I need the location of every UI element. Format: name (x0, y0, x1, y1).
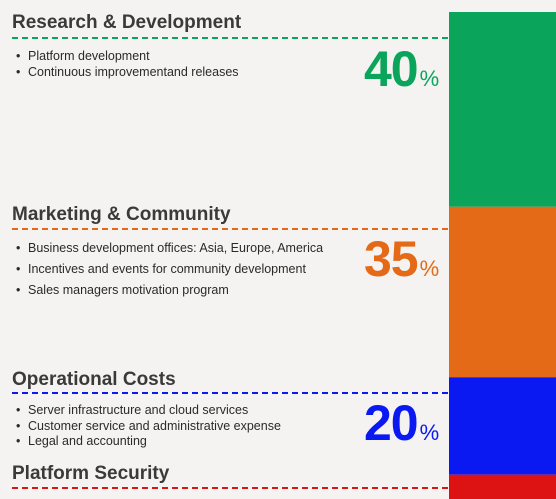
bullet-item: Platform development (14, 48, 239, 64)
bullet-list: Business development offices: Asia, Euro… (14, 238, 323, 301)
bullet-item: Server infrastructure and cloud services (14, 403, 281, 419)
section-platform-security: Platform Security (12, 463, 448, 489)
bullet-item: Customer service and administrative expe… (14, 419, 281, 435)
section-title: Platform Security (12, 463, 170, 484)
stacked-bar (449, 12, 556, 499)
bullet-item: Incentives and events for community deve… (14, 259, 323, 280)
bar-segment-marketing-community (449, 206, 556, 378)
percent-sign: % (419, 256, 440, 281)
section-divider (12, 37, 448, 39)
percent-value: 40 (364, 41, 419, 97)
section-title: Marketing & Community (12, 204, 231, 225)
section-marketing-community: Marketing & Community Business developme… (12, 204, 448, 301)
section-divider (12, 392, 448, 394)
bullet-item: Sales managers motivation program (14, 280, 323, 301)
bar-segment-platform-security (449, 474, 556, 499)
section-title: Operational Costs (12, 369, 176, 390)
bar-segment-research-development (449, 12, 556, 207)
section-divider (12, 487, 448, 489)
percent-value: 20 (364, 395, 419, 451)
percent-value: 35 (364, 231, 419, 287)
bullet-list: Server infrastructure and cloud services… (14, 403, 281, 450)
percent-label-operational-costs: 20% (364, 398, 439, 458)
percent-label-marketing-community: 35% (364, 234, 439, 294)
section-title: Research & Development (12, 12, 242, 33)
percent-sign: % (419, 420, 440, 445)
percent-sign: % (419, 66, 440, 91)
bullet-item: Legal and accounting (14, 434, 281, 450)
bar-segment-operational-costs (449, 377, 556, 475)
section-divider (12, 228, 448, 230)
percent-label-research-development: 40% (364, 44, 439, 104)
section-research-development: Research & Development Platform developm… (12, 12, 448, 80)
section-operational-costs: Operational Costs Server infrastructure … (12, 369, 448, 449)
bullet-item: Continuous improvementand releases (14, 64, 239, 80)
bullet-list: Platform development Continuous improvem… (14, 48, 239, 80)
bullet-item: Business development offices: Asia, Euro… (14, 238, 323, 259)
